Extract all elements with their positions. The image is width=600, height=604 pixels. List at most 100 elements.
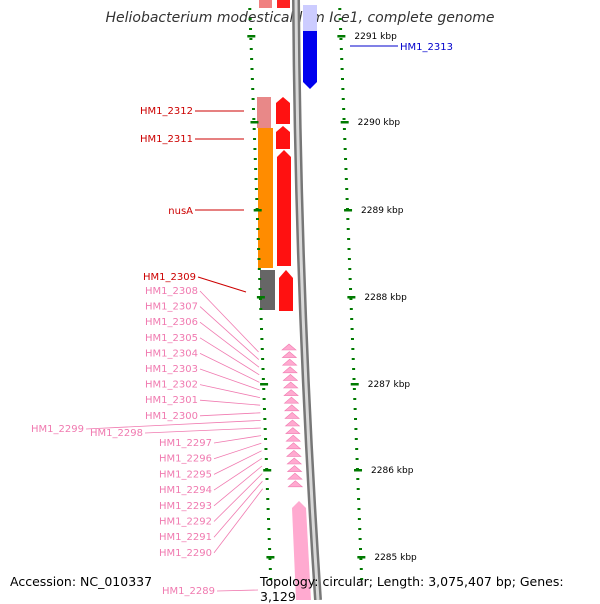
- tick-outer: [339, 48, 343, 50]
- label-leader: [216, 589, 259, 592]
- gene-fragment-top: [259, 0, 272, 8]
- gene-arrow-small[interactable]: [282, 381, 299, 389]
- gene-block-top-light: [303, 5, 317, 31]
- tick-major-inner: [260, 383, 269, 386]
- tick-outer: [355, 458, 359, 460]
- tick-inner: [264, 448, 268, 450]
- tick-inner: [264, 458, 268, 460]
- gene-label[interactable]: HM1_2306: [145, 317, 198, 328]
- tick-outer: [354, 428, 358, 430]
- tick-outer: [339, 38, 343, 40]
- gene-label[interactable]: HM1_2289: [162, 586, 215, 597]
- gene-arrow-small[interactable]: [281, 351, 298, 358]
- gene-label[interactable]: HM1_2308: [145, 286, 198, 297]
- gene-label[interactable]: nusA: [168, 206, 193, 217]
- tick-major: [340, 121, 349, 124]
- tick-inner: [259, 318, 263, 320]
- tick-marks: [248, 8, 364, 580]
- gene-label[interactable]: HM1_2296: [159, 454, 212, 465]
- tick-outer: [340, 68, 344, 70]
- gene-label[interactable]: HM1_2293: [159, 501, 212, 512]
- gene-arrow-small[interactable]: [287, 472, 303, 480]
- tick-outer: [352, 388, 356, 390]
- gene-label[interactable]: HM1_2294: [159, 485, 212, 496]
- gene-label[interactable]: HM1_2312: [140, 106, 193, 117]
- tick-outer: [356, 488, 360, 490]
- gene-arrow-small[interactable]: [284, 419, 301, 427]
- gene-label[interactable]: HM1_2292: [159, 517, 212, 528]
- label-leader: [213, 473, 263, 522]
- gene-arrow-small[interactable]: [284, 412, 300, 419]
- gene-label[interactable]: HM1_2304: [145, 348, 198, 359]
- gene-arrow-small[interactable]: [283, 396, 300, 404]
- tick-outer: [349, 288, 353, 290]
- genome-backbone-highlight: [294, 0, 320, 600]
- tick-outer: [358, 528, 362, 530]
- gene-arrow-small[interactable]: [285, 442, 302, 450]
- tick-outer: [350, 318, 354, 320]
- tick-inner: [266, 518, 270, 520]
- tick-outer: [352, 378, 356, 380]
- gene-label[interactable]: HM1_2295: [159, 469, 212, 480]
- gene-label[interactable]: HM1_2307: [145, 302, 198, 313]
- gene-arrow-nusa[interactable]: [277, 150, 291, 266]
- gene-arrow-hm1-2311[interactable]: [276, 126, 290, 149]
- gene-arrow-small[interactable]: [285, 434, 302, 442]
- tick-inner: [258, 278, 262, 280]
- label-leader: [213, 450, 262, 475]
- gene-arrow-small[interactable]: [282, 374, 299, 381]
- gene-label[interactable]: HM1_2309: [143, 272, 196, 283]
- gene-arrow-small[interactable]: [281, 343, 297, 351]
- gene-arrow-small[interactable]: [286, 450, 302, 457]
- gene-arrow-hm1-2313[interactable]: [303, 31, 317, 89]
- gene-arrow-small[interactable]: [286, 465, 303, 472]
- tick-outer: [344, 158, 348, 160]
- gene-arrow-hm1-2289[interactable]: [292, 501, 311, 600]
- label-leader: [199, 399, 261, 406]
- gene-label[interactable]: HM1_2305: [145, 333, 198, 344]
- gene-label[interactable]: HM1_2311: [140, 134, 193, 145]
- tick-inner: [266, 508, 270, 510]
- tick-inner: [252, 128, 256, 130]
- tick-major: [350, 383, 359, 386]
- gene-block-nusa: [258, 128, 273, 268]
- gene-label[interactable]: HM1_2301: [145, 395, 198, 406]
- label-leader: [144, 427, 261, 434]
- tick-inner: [251, 88, 255, 90]
- tick-major: [347, 296, 356, 299]
- tick-outer: [341, 88, 345, 90]
- gene-block-hm1-2309: [260, 270, 275, 310]
- gene-arrow-hm1-2309[interactable]: [279, 270, 293, 311]
- tick-inner: [260, 338, 264, 340]
- gene-label[interactable]: HM1_2291: [159, 532, 212, 543]
- tick-inner: [253, 148, 257, 150]
- tick-outer: [350, 338, 354, 340]
- label-leader: [85, 420, 261, 430]
- gene-arrow-small[interactable]: [282, 366, 298, 374]
- tick-outer: [342, 128, 346, 130]
- tick-inner: [255, 218, 259, 220]
- gene-label[interactable]: HM1_2313: [400, 42, 453, 53]
- gene-label[interactable]: HM1_2302: [145, 380, 198, 391]
- gene-arrow-small[interactable]: [283, 404, 300, 412]
- tick-outer: [340, 58, 344, 60]
- tick-inner: [262, 398, 266, 400]
- gene-label[interactable]: HM1_2303: [145, 364, 198, 375]
- gene-label[interactable]: HM1_2300: [145, 411, 198, 422]
- gene-arrow-small[interactable]: [283, 389, 299, 396]
- gene-label[interactable]: HM1_2299: [31, 424, 84, 435]
- tick-inner: [252, 118, 256, 120]
- tick-inner: [265, 478, 269, 480]
- tick-inner: [251, 108, 255, 110]
- gene-label[interactable]: HM1_2297: [159, 438, 212, 449]
- gene-label[interactable]: HM1_2298: [90, 428, 143, 439]
- tick-inner: [251, 98, 255, 100]
- gene-arrow-small[interactable]: [285, 427, 301, 434]
- tick-outer: [359, 548, 363, 550]
- gene-arrow-hm1-2312[interactable]: [276, 97, 290, 124]
- tick-inner: [258, 298, 262, 300]
- gene-arrow-small[interactable]: [287, 480, 304, 488]
- gene-arrow-small[interactable]: [281, 358, 298, 366]
- gene-label[interactable]: HM1_2290: [159, 548, 212, 559]
- gene-arrow-small[interactable]: [286, 457, 303, 465]
